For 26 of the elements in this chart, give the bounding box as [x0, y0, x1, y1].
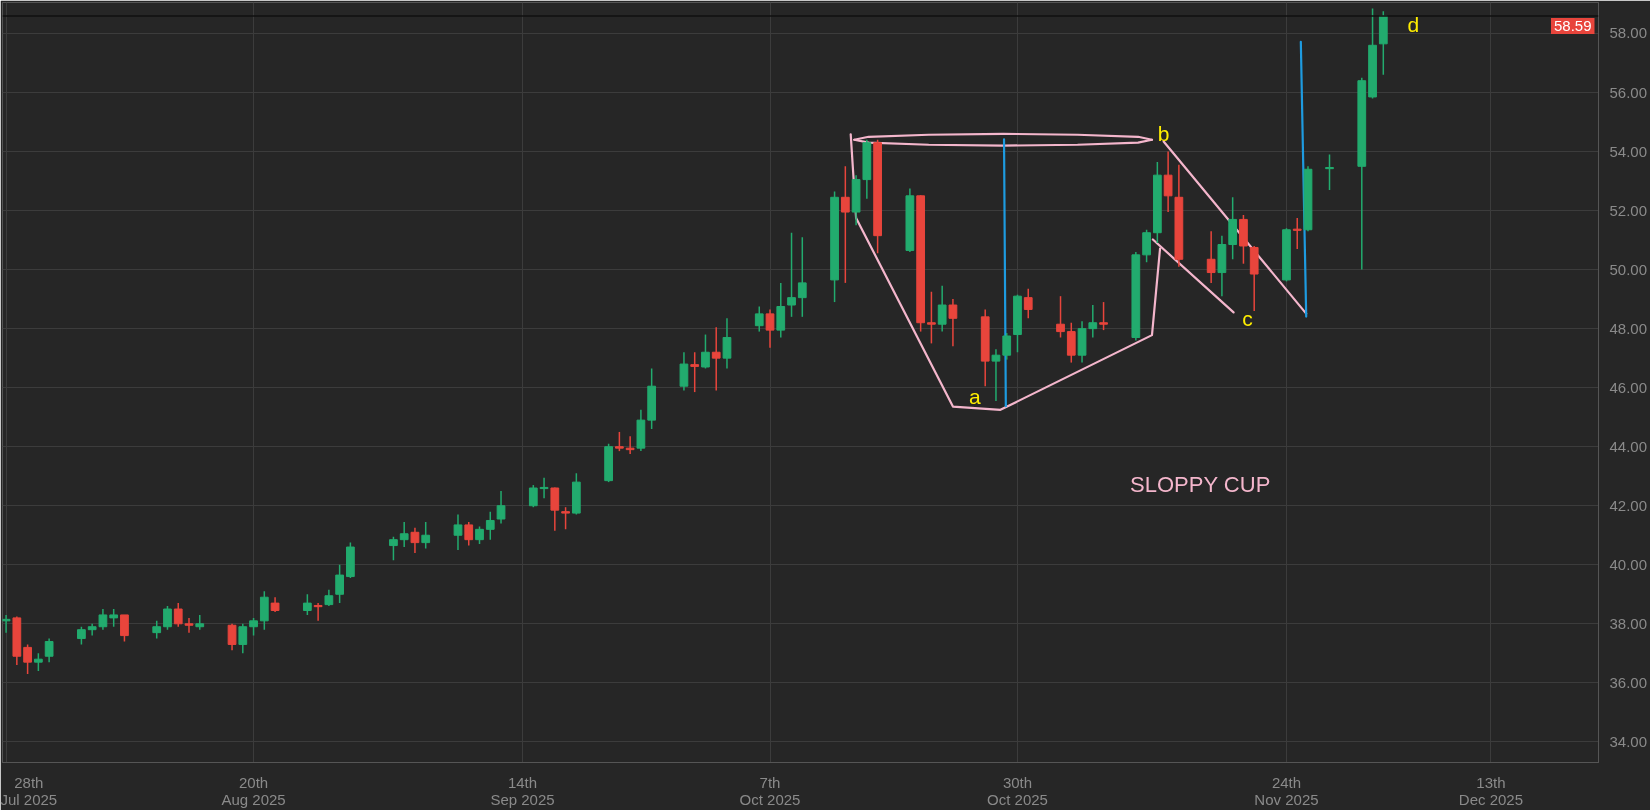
ref-line-label: 58.59 [1553, 17, 1592, 35]
annotation: c [1242, 306, 1253, 330]
y-tick-label: 48.00 [1609, 319, 1648, 337]
y-tick-label: 40.00 [1609, 555, 1648, 573]
y-tick-label: 56.00 [1609, 83, 1648, 101]
annotation: SLOPPY CUP [1130, 471, 1271, 497]
x-tick-label: 28th Jul 2025 [0, 773, 58, 808]
y-tick-label: 38.00 [1609, 614, 1648, 632]
y-tick-label: 44.00 [1609, 437, 1648, 455]
x-tick-label: 13th Dec 2025 [1458, 773, 1524, 808]
annotation: b [1157, 122, 1170, 146]
y-tick-label: 36.00 [1609, 673, 1648, 691]
y-tick-label: 50.00 [1609, 260, 1648, 278]
y-tick-label: 54.00 [1609, 142, 1648, 160]
x-tick-label: 20th Aug 2025 [221, 773, 286, 808]
x-tick-label: 7th Oct 2025 [739, 773, 801, 808]
y-tick-label: 52.00 [1609, 201, 1648, 219]
annotation: d [1407, 12, 1420, 36]
y-tick-label: 42.00 [1609, 496, 1648, 514]
x-tick-label: 14th Sep 2025 [490, 773, 555, 808]
y-tick-label: 34.00 [1609, 732, 1648, 750]
x-tick-label: 24th Nov 2025 [1254, 773, 1319, 808]
y-tick-label: 58.00 [1609, 24, 1648, 42]
x-tick-label: 30th Oct 2025 [987, 773, 1048, 808]
annotation: a [969, 385, 982, 409]
y-tick-label: 46.00 [1609, 378, 1648, 396]
